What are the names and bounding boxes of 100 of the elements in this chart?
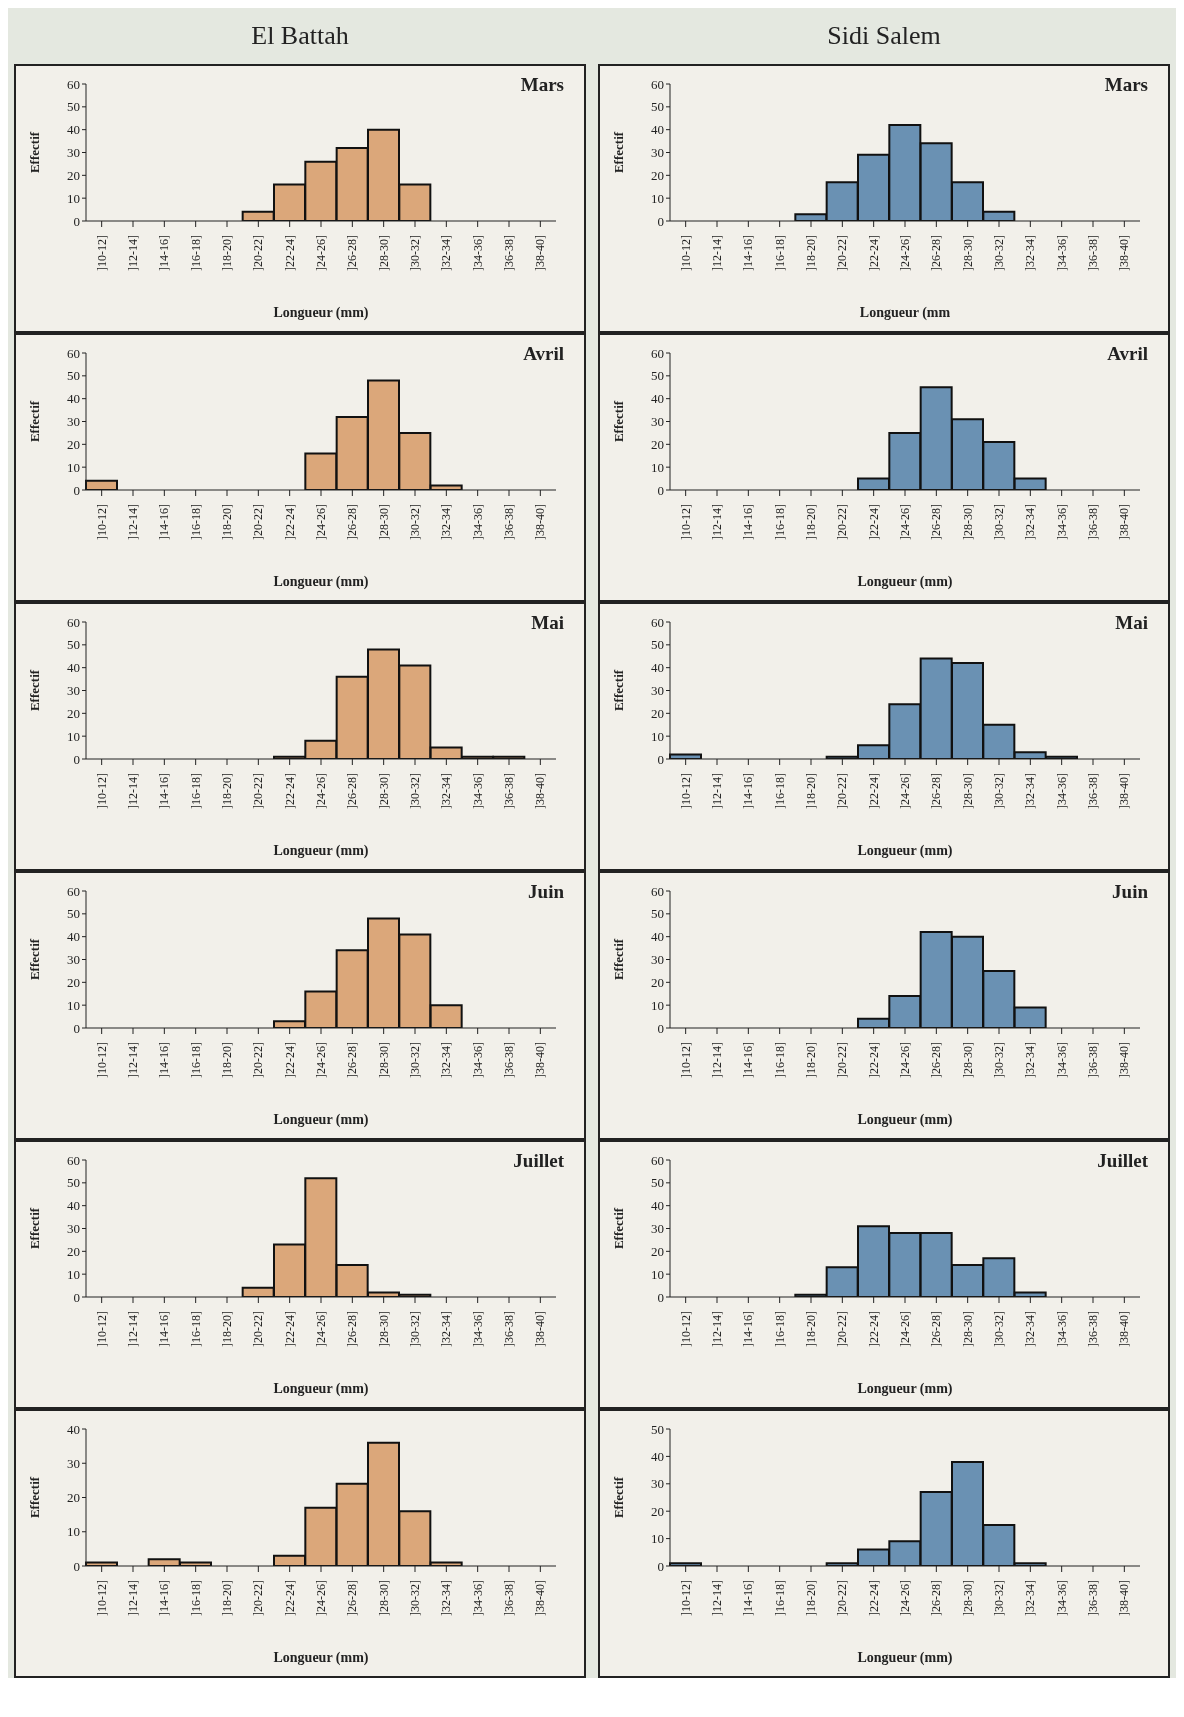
- x-tick-label: ]12-14]: [710, 1580, 724, 1616]
- x-axis-title: Longueur (mm): [857, 574, 953, 590]
- x-tick-label: ]34-36]: [470, 1580, 485, 1616]
- x-tick-label: ]14-16]: [157, 1311, 172, 1347]
- y-tick-label: 30: [67, 952, 80, 968]
- x-tick-label: ]34-36]: [1054, 235, 1069, 271]
- x-tick-label: ]34-36]: [470, 504, 485, 540]
- x-tick-label: ]20-22]: [251, 773, 266, 809]
- y-tick-label: 50: [67, 1175, 80, 1191]
- x-tick-label: ]18-20]: [220, 773, 234, 809]
- y-axis-title: Effectif: [26, 669, 42, 712]
- y-tick-label: 0: [657, 482, 664, 498]
- x-tick-label: ]18-20]: [220, 1042, 234, 1078]
- x-tick-label: ]36-38]: [502, 235, 516, 271]
- x-tick-label: ]26-28]: [345, 773, 360, 809]
- x-tick-label: ]38-40]: [533, 1042, 548, 1078]
- annotation: Mai: [1115, 612, 1148, 634]
- y-tick-label: 60: [651, 76, 664, 92]
- y-axis-title: Effectif: [610, 131, 626, 174]
- annotation: Juillet: [1097, 1150, 1148, 1172]
- x-axis-title: Longueur (mm): [273, 305, 369, 321]
- x-tick-label: ]14-16]: [741, 1580, 756, 1616]
- x-tick-label: ]28-30]: [960, 504, 975, 540]
- x-tick-label: ]16-18]: [188, 504, 203, 540]
- x-tick-label: ]20-22]: [251, 1042, 266, 1078]
- x-tick-label: ]22-24]: [282, 773, 297, 809]
- x-tick-label: ]10-12]: [678, 773, 693, 809]
- x-tick-label: ]26-28]: [929, 235, 944, 271]
- x-axis-title: Longueur (mm): [857, 1381, 953, 1397]
- y-tick-label: 10: [67, 190, 80, 206]
- x-tick-label: ]26-28]: [345, 1311, 360, 1347]
- x-tick-label: ]30-32]: [408, 1580, 422, 1616]
- x-tick-label: ]38-40]: [533, 235, 548, 271]
- x-tick-label: ]12-14]: [710, 1311, 724, 1347]
- x-tick-label: ]18-20]: [220, 1311, 234, 1347]
- x-tick-label: ]18-20]: [804, 1042, 818, 1078]
- x-tick-label: ]20-22]: [251, 1311, 266, 1347]
- x-tick-label: ]36-38]: [1086, 235, 1100, 271]
- x-tick-label: ]36-38]: [1086, 773, 1100, 809]
- x-tick-label: ]22-24]: [282, 504, 297, 540]
- x-tick-label: ]32-34]: [439, 235, 454, 271]
- x-tick-label: ]22-24]: [282, 1311, 297, 1347]
- annotation: Avril: [1107, 343, 1148, 365]
- x-tick-label: ]34-36]: [470, 1311, 485, 1347]
- y-tick-label: 10: [67, 728, 80, 744]
- y-axis-title: Effectif: [610, 938, 626, 981]
- x-tick-label: ]36-38]: [502, 1042, 516, 1078]
- x-tick-label: ]26-28]: [929, 1311, 944, 1347]
- y-tick-label: 0: [657, 751, 664, 767]
- y-tick-label: 60: [67, 1152, 80, 1168]
- x-tick-label: ]22-24]: [282, 1042, 297, 1078]
- x-tick-label: ]30-32]: [992, 1311, 1006, 1347]
- y-tick-label: 30: [651, 1221, 664, 1237]
- x-tick-label: ]36-38]: [502, 1580, 516, 1616]
- x-tick-label: ]30-32]: [408, 1311, 422, 1347]
- y-tick-label: 10: [651, 728, 664, 744]
- x-axis-title: Longueur (mm): [273, 1112, 369, 1128]
- y-axis-title: Effectif: [26, 131, 42, 174]
- x-tick-label: ]16-18]: [772, 235, 787, 271]
- annotation: Avril: [523, 343, 564, 365]
- x-tick-label: ]18-20]: [220, 1580, 234, 1616]
- y-tick-label: 50: [651, 906, 664, 922]
- x-tick-label: ]28-30]: [376, 1311, 391, 1347]
- y-tick-label: 50: [67, 637, 80, 653]
- x-axis-title: Longueur (mm): [857, 843, 953, 859]
- y-tick-label: 60: [651, 614, 664, 630]
- x-tick-label: ]26-28]: [929, 1042, 944, 1078]
- y-axis-title: Effectif: [610, 400, 626, 443]
- x-tick-label: ]22-24]: [866, 1311, 881, 1347]
- x-tick-label: ]28-30]: [376, 773, 391, 809]
- y-tick-label: 30: [67, 414, 80, 430]
- x-axis-title: Longueur (mm): [273, 1381, 369, 1397]
- x-tick-label: ]28-30]: [376, 1580, 391, 1616]
- y-tick-label: 50: [651, 637, 664, 653]
- x-tick-label: ]16-18]: [772, 773, 787, 809]
- annotation: Juin: [1112, 881, 1148, 903]
- x-tick-label: ]12-14]: [126, 1042, 140, 1078]
- x-tick-label: ]18-20]: [220, 235, 234, 271]
- x-tick-label: ]38-40]: [533, 1311, 548, 1347]
- x-tick-label: ]32-34]: [1023, 235, 1038, 271]
- x-tick-label: ]38-40]: [1117, 1311, 1132, 1347]
- y-tick-label: 60: [67, 614, 80, 630]
- y-tick-label: 30: [67, 683, 80, 699]
- y-tick-label: 40: [67, 122, 80, 138]
- x-tick-label: ]24-26]: [898, 1042, 912, 1078]
- x-tick-label: ]32-34]: [1023, 1042, 1038, 1078]
- x-tick-label: ]18-20]: [804, 1580, 818, 1616]
- y-axis-title: Effectif: [26, 1207, 42, 1250]
- y-tick-label: 30: [651, 145, 664, 161]
- y-tick-label: 0: [657, 1558, 664, 1574]
- x-tick-label: ]12-14]: [710, 773, 724, 809]
- x-tick-label: ]28-30]: [376, 1042, 391, 1078]
- y-tick-label: 0: [657, 213, 664, 229]
- y-tick-label: 60: [67, 345, 80, 361]
- y-axis-title: Effectif: [26, 1476, 42, 1519]
- x-tick-label: ]30-32]: [408, 504, 422, 540]
- x-tick-label: ]26-28]: [345, 235, 360, 271]
- x-tick-label: ]38-40]: [1117, 773, 1132, 809]
- x-tick-label: ]26-28]: [929, 773, 944, 809]
- x-tick-label: ]32-34]: [1023, 1580, 1038, 1616]
